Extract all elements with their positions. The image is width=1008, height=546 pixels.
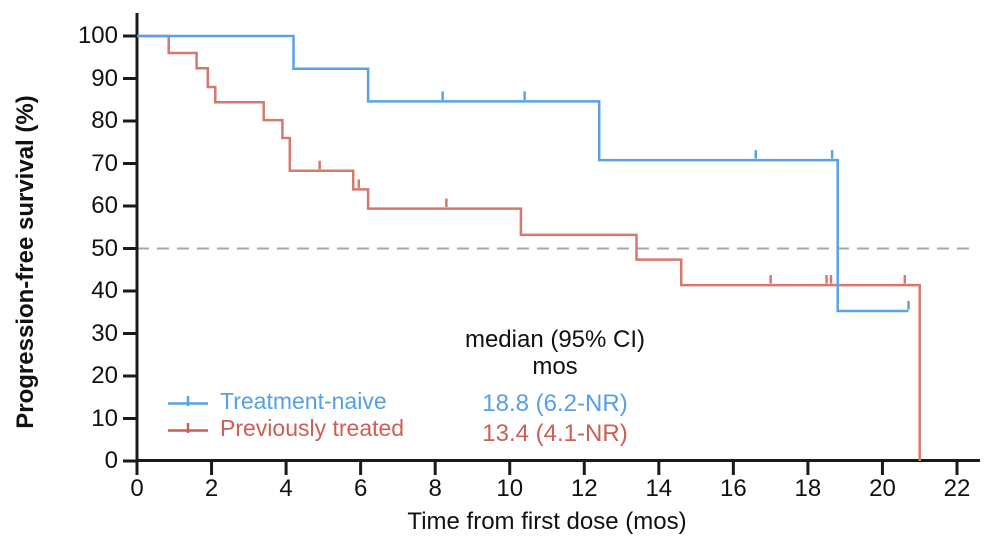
y-tick-label: 0 bbox=[104, 447, 118, 474]
y-tick-label: 50 bbox=[91, 234, 118, 262]
x-tick-label: 10 bbox=[496, 475, 524, 502]
y-tick-label: 40 bbox=[91, 277, 118, 304]
y-tick-label: 90 bbox=[91, 64, 118, 92]
y-tick-label: 10 bbox=[91, 404, 118, 432]
legend-label-previously-treated: Previously treated bbox=[220, 415, 405, 441]
x-tick-label: 14 bbox=[645, 475, 673, 502]
y-axis-title: Progression-free survival (%) bbox=[12, 95, 39, 429]
censor-line-icon bbox=[168, 395, 208, 406]
y-tick-label: 80 bbox=[91, 107, 118, 134]
survival-curve-previously-treated bbox=[137, 34, 921, 461]
y-tick-label: 60 bbox=[91, 192, 118, 219]
censor-line-icon bbox=[168, 422, 208, 433]
median-annotation-header: median (95% CI) bbox=[464, 326, 646, 353]
survival-curve-treatment-naive bbox=[137, 34, 909, 313]
x-tick-label: 16 bbox=[720, 475, 747, 502]
x-tick-label: 18 bbox=[794, 475, 822, 502]
x-tick-label: 4 bbox=[279, 475, 293, 502]
median-value-previously-treated: 13.4 (4.1-NR) bbox=[482, 420, 628, 447]
median-annotation-units: mos bbox=[532, 353, 578, 380]
x-tick-label: 0 bbox=[130, 475, 144, 502]
x-tick-label: 8 bbox=[428, 475, 442, 502]
legend-item-previously-treated: Previously treated bbox=[166, 415, 404, 442]
x-tick-label: 2 bbox=[204, 475, 219, 502]
legend: Treatment-naive Previously treated bbox=[166, 388, 404, 442]
legend-label-treatment-naive: Treatment-naive bbox=[220, 388, 387, 414]
median-value-treatment-naive: 18.8 (6.2-NR) bbox=[482, 390, 628, 417]
y-tick-label: 70 bbox=[91, 149, 118, 177]
x-tick-label: 20 bbox=[869, 475, 896, 502]
x-tick-label: 6 bbox=[353, 475, 368, 502]
y-tick-label: 100 bbox=[77, 22, 118, 49]
y-tick-label: 20 bbox=[91, 362, 118, 389]
x-axis-title: Time from first dose (mos) bbox=[407, 508, 687, 535]
x-tick-label: 22 bbox=[943, 475, 971, 502]
y-tick-label: 30 bbox=[91, 319, 118, 347]
x-tick-label: 12 bbox=[570, 475, 598, 502]
legend-item-treatment-naive: Treatment-naive bbox=[166, 388, 404, 415]
